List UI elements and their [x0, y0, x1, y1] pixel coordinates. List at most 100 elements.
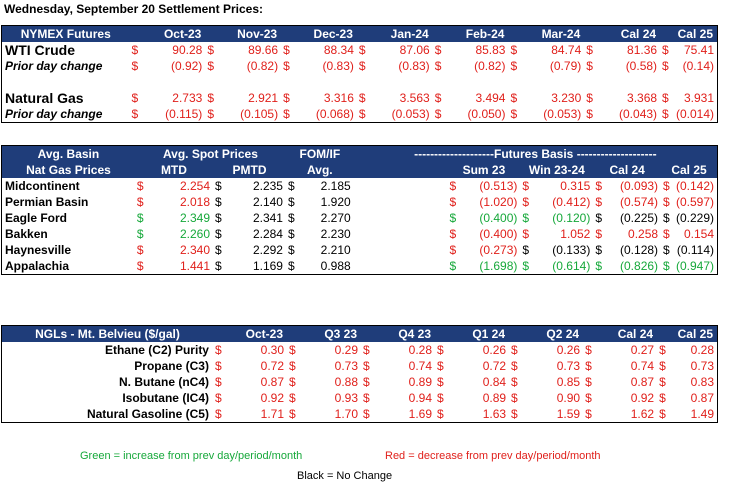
- basin-name: Eagle Ford: [5, 211, 68, 225]
- basin-value: 0.315: [560, 179, 591, 193]
- currency-symbol: $: [215, 195, 222, 209]
- currency-symbol: $: [662, 59, 669, 73]
- currency-symbol: $: [595, 195, 603, 209]
- nymex-value: 3.368: [627, 91, 658, 105]
- basin-value: 0.154: [683, 227, 714, 241]
- basin-value: (0.513): [479, 179, 518, 193]
- basin-value: (0.093): [620, 179, 659, 193]
- currency-symbol: $: [215, 211, 222, 225]
- currency-symbol: $: [511, 391, 518, 405]
- nymex-value: [142, 74, 206, 90]
- currency-symbol: $: [437, 343, 444, 357]
- nymex-month-header: Feb-24: [432, 25, 509, 42]
- nymex-value: (0.58): [625, 59, 658, 73]
- currency-symbol: $: [437, 391, 444, 405]
- ngl-period-header: Q4 23: [361, 325, 436, 342]
- basin-value: 2.292: [252, 243, 283, 257]
- currency-symbol: $: [510, 107, 518, 121]
- nymex-value: 2.921: [248, 91, 279, 105]
- basin-value: 2.341: [252, 211, 283, 225]
- currency-symbol: $: [214, 375, 222, 389]
- nymex-label-header: NYMEX Futures: [1, 25, 130, 42]
- currency-symbol: $: [136, 179, 144, 193]
- currency-symbol: $: [131, 59, 139, 73]
- currency-symbol: $: [659, 407, 666, 421]
- ngl-value: 1.49: [690, 407, 714, 421]
- nymex-value: 81.36: [627, 43, 658, 57]
- ngl-period-header: Cal 24: [583, 325, 658, 342]
- ngl-value: 1.62: [630, 407, 655, 421]
- ngl-label-header: NGLs - Mt. Belvieu ($/gal): [1, 325, 213, 342]
- nymex-value: [445, 74, 509, 90]
- currency-symbol: $: [207, 59, 214, 73]
- ngl-period-header: Cal 25: [657, 325, 718, 342]
- spacer-cell: [354, 194, 448, 210]
- basin-row: Bakken $2.260 $2.284 $2.230 $ (0.400) $1.052 $0…: [2, 226, 718, 242]
- currency-symbol: $: [215, 259, 222, 273]
- currency-symbol: $: [289, 359, 296, 373]
- basin-header-row-1: Avg. Basin Avg. Spot Prices FOM/IF -----…: [1, 145, 718, 162]
- currency-symbol: $: [283, 59, 290, 73]
- currency-symbol: $: [136, 243, 144, 257]
- nymex-value: 3.931: [683, 91, 714, 105]
- nymex-value: 90.28: [172, 43, 203, 57]
- currency-symbol: $: [363, 343, 370, 357]
- ngl-product-name: Natural Gasoline (C5): [86, 407, 209, 421]
- nymex-value: 75.41: [683, 43, 714, 57]
- currency-symbol: $: [663, 227, 670, 241]
- nymex-value: 88.34: [323, 43, 354, 57]
- page-title: Wednesday, September 20 Settlement Price…: [4, 2, 263, 16]
- currency-symbol: $: [437, 407, 444, 421]
- nymex-value: 3.494: [475, 91, 506, 105]
- nymex-row: WTI Crude $90.28 $89.66 $88.34 $87.06 $85.83 $…: [2, 42, 718, 58]
- basin-value: (0.826): [620, 259, 659, 273]
- currency-symbol: $: [207, 91, 214, 105]
- nymex-value: [369, 74, 433, 90]
- nymex-value: 2.733: [172, 91, 203, 105]
- basin-value: 2.235: [252, 179, 283, 193]
- nymex-value: (0.82): [246, 59, 279, 73]
- currency-symbol: $: [287, 179, 295, 193]
- currency-symbol: $: [136, 195, 144, 209]
- ngl-value: 0.72: [260, 359, 284, 373]
- nymex-value: (0.105): [240, 107, 279, 121]
- ngl-value: 0.93: [334, 391, 359, 405]
- currency-symbol: $: [585, 391, 592, 405]
- basin-value: (0.133): [552, 243, 591, 257]
- basin-value: (0.114): [676, 243, 714, 257]
- legend-black: Black = No Change: [297, 470, 393, 482]
- nymex-month-header: Nov-23: [205, 25, 282, 42]
- currency-symbol: $: [207, 43, 214, 57]
- basin-value: (0.412): [552, 195, 591, 209]
- ngl-value: 0.89: [482, 391, 507, 405]
- ngl-value: 0.30: [260, 343, 284, 357]
- currency-symbol: $: [283, 107, 290, 121]
- nymex-value: (0.053): [543, 107, 582, 121]
- legend-red: Red = decrease from prev day/period/mont…: [385, 450, 601, 462]
- ngl-value: 0.88: [334, 375, 359, 389]
- currency-symbol: $: [136, 211, 144, 225]
- currency-symbol: [584, 74, 596, 90]
- currency-symbol: $: [289, 391, 296, 405]
- currency-symbol: $: [510, 59, 518, 73]
- nymex-month-header: Oct-23: [129, 25, 206, 42]
- ngl-value: 1.70: [334, 407, 359, 421]
- basin-value: (1.698): [479, 259, 518, 273]
- ngl-product-name: Propane (C3): [134, 359, 209, 373]
- ngl-value: 0.83: [690, 375, 714, 389]
- nymex-row-label: Prior day change: [5, 107, 103, 121]
- basin-value: 2.284: [252, 227, 283, 241]
- fom-if-header: FOM/IF: [285, 145, 354, 162]
- nymex-row-label: Prior day change: [5, 59, 103, 73]
- currency-symbol: $: [363, 359, 370, 373]
- currency-symbol: $: [287, 195, 295, 209]
- currency-symbol: [508, 74, 520, 90]
- nymex-month-header: Cal 24: [584, 25, 661, 42]
- currency-symbol: $: [510, 43, 518, 57]
- currency-symbol: [130, 74, 142, 90]
- currency-symbol: $: [522, 243, 530, 257]
- currency-symbol: $: [586, 91, 593, 105]
- basin-row: Permian Basin $2.018 $2.140 $1.920 $ (1.020) $…: [2, 194, 718, 210]
- basin-value: (0.120): [552, 211, 591, 225]
- basin-name: Appalachia: [5, 259, 70, 273]
